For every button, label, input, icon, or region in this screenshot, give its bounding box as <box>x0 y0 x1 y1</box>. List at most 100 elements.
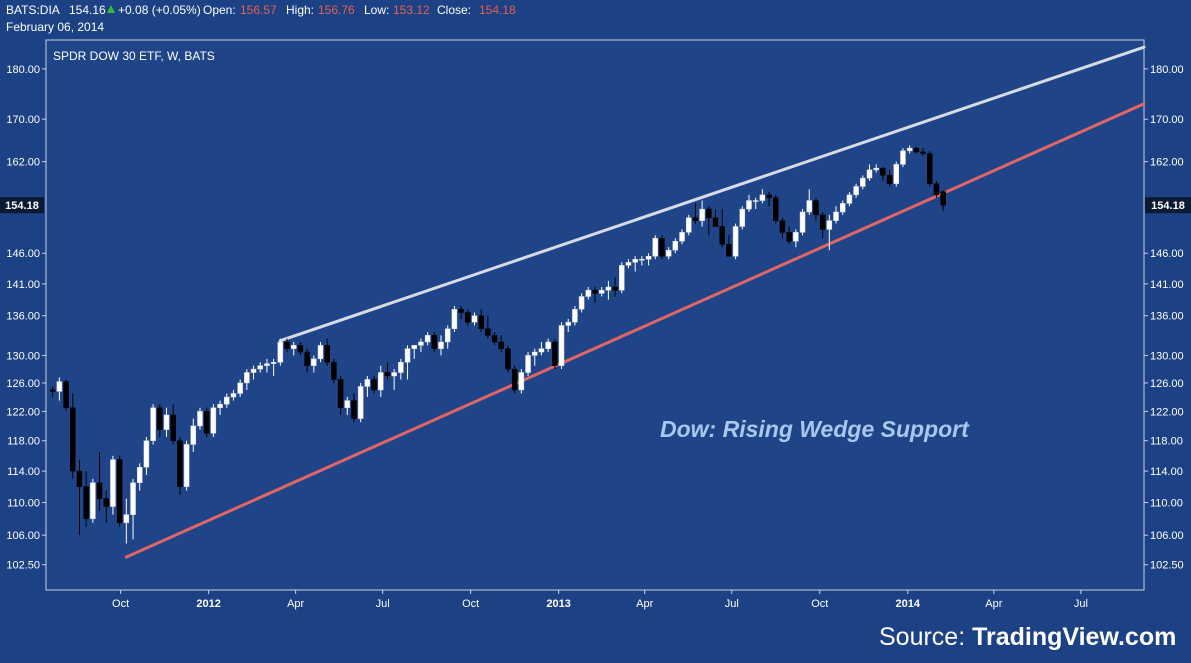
candle-down <box>70 407 76 472</box>
candle-up <box>398 361 404 373</box>
x-tick-label: Oct <box>811 598 828 610</box>
y-tick-label-left: 162.00 <box>6 157 40 169</box>
candle-down <box>491 335 498 343</box>
candle-down <box>719 226 725 245</box>
candle-up <box>685 217 692 233</box>
candle-up <box>418 341 424 346</box>
candle-up <box>538 348 545 353</box>
y-tick-label-right: 130.00 <box>1150 350 1184 362</box>
candle-down <box>83 486 89 519</box>
candle-up <box>833 211 839 221</box>
candle-up <box>210 407 217 434</box>
candle-up <box>90 482 96 519</box>
candle-down <box>592 289 598 294</box>
candle-up <box>183 444 190 487</box>
symbol-label: BATS:DIA <box>6 3 60 17</box>
plot-area <box>45 39 1145 591</box>
candle-up <box>344 400 351 409</box>
x-tick-label: 2013 <box>546 598 570 610</box>
candle-up <box>752 200 759 202</box>
candle-up <box>56 381 63 392</box>
candle-up <box>799 211 806 233</box>
resistance-trendline <box>278 45 1146 343</box>
candle-down <box>786 232 792 242</box>
x-tick-label: 2012 <box>196 598 220 610</box>
candle-down <box>498 341 505 349</box>
candle-up <box>471 315 478 323</box>
candle-up <box>264 363 270 366</box>
candle-down <box>157 407 163 430</box>
candle-up <box>424 335 431 343</box>
y-tick-label-right: 102.50 <box>1150 560 1184 572</box>
candle-up <box>217 403 223 409</box>
open-label: Open: <box>203 3 236 17</box>
candle-up <box>545 341 551 349</box>
candle-down <box>813 200 819 216</box>
candle-down <box>63 381 69 409</box>
y-tick-label-left: 130.00 <box>6 350 40 362</box>
candle-down <box>552 341 558 366</box>
source-credit: Source: TradingView.com <box>879 623 1176 651</box>
y-tick-label-left: 114.00 <box>7 466 40 478</box>
candles <box>49 145 946 544</box>
candle-up <box>873 167 879 171</box>
candle-up <box>558 325 565 366</box>
y-tick-label-left: 146.00 <box>6 248 40 260</box>
candle-up <box>739 208 746 227</box>
candle-up <box>645 255 652 260</box>
candle-up <box>625 262 632 266</box>
candle-down <box>76 470 83 487</box>
candle-up <box>357 386 364 419</box>
change-value: +0.08 (+0.05%) <box>118 3 201 17</box>
high-value: 156.76 <box>318 3 355 17</box>
y-tick-label-right: 114.00 <box>1150 466 1183 478</box>
low-label: Low: <box>364 3 389 17</box>
candle-up <box>391 372 397 377</box>
candle-up <box>136 466 143 484</box>
candle-up <box>639 259 645 261</box>
candle-up <box>270 361 277 364</box>
candle-up <box>244 372 250 384</box>
candle-down <box>177 440 183 487</box>
y-tick-label-left: 170.00 <box>6 114 40 126</box>
candle-up <box>665 249 672 257</box>
candle-up <box>364 379 371 387</box>
x-tick-label: Oct <box>462 598 479 610</box>
candle-down <box>726 243 732 257</box>
y-tick-label-right: 136.00 <box>1150 311 1184 323</box>
candle-up <box>224 396 230 405</box>
candle-down <box>692 217 699 221</box>
x-tick-label: Apr <box>636 598 653 610</box>
candle-up <box>230 393 237 398</box>
candle-down <box>779 220 786 233</box>
y-tick-label-left: 106.00 <box>6 530 40 542</box>
candle-up <box>123 514 130 524</box>
x-tick-label: Apr <box>985 598 1002 610</box>
candle-up <box>130 482 136 515</box>
candle-up <box>531 351 538 356</box>
candle-down <box>766 194 772 198</box>
open-value: 156.57 <box>240 3 277 17</box>
x-tick-label: Oct <box>112 598 129 610</box>
y-tick-label-left: 122.00 <box>6 406 40 418</box>
candle-down <box>712 217 719 227</box>
close-value: 154.18 <box>479 3 516 17</box>
candle-down <box>880 167 886 176</box>
candle-up <box>793 232 799 242</box>
candle-up <box>853 186 859 196</box>
y-tick-label-right: 122.00 <box>1150 406 1184 418</box>
candle-down <box>203 411 210 434</box>
candle-down <box>351 400 357 419</box>
candle-up <box>699 208 705 221</box>
price-label-left: 154.18 <box>5 200 39 212</box>
price-flag-left <box>0 197 44 214</box>
support-trendline <box>124 102 1146 559</box>
wedge-annotation: Dow: Rising Wedge Support <box>660 416 970 442</box>
candle-up <box>585 289 592 297</box>
candle-down <box>103 498 110 507</box>
x-tick-label: Jul <box>376 598 390 610</box>
candle-up <box>290 345 297 349</box>
quote-date: February 06, 2014 <box>6 20 104 34</box>
candle-up <box>525 355 531 373</box>
y-tick-label-left: 102.50 <box>6 560 40 572</box>
